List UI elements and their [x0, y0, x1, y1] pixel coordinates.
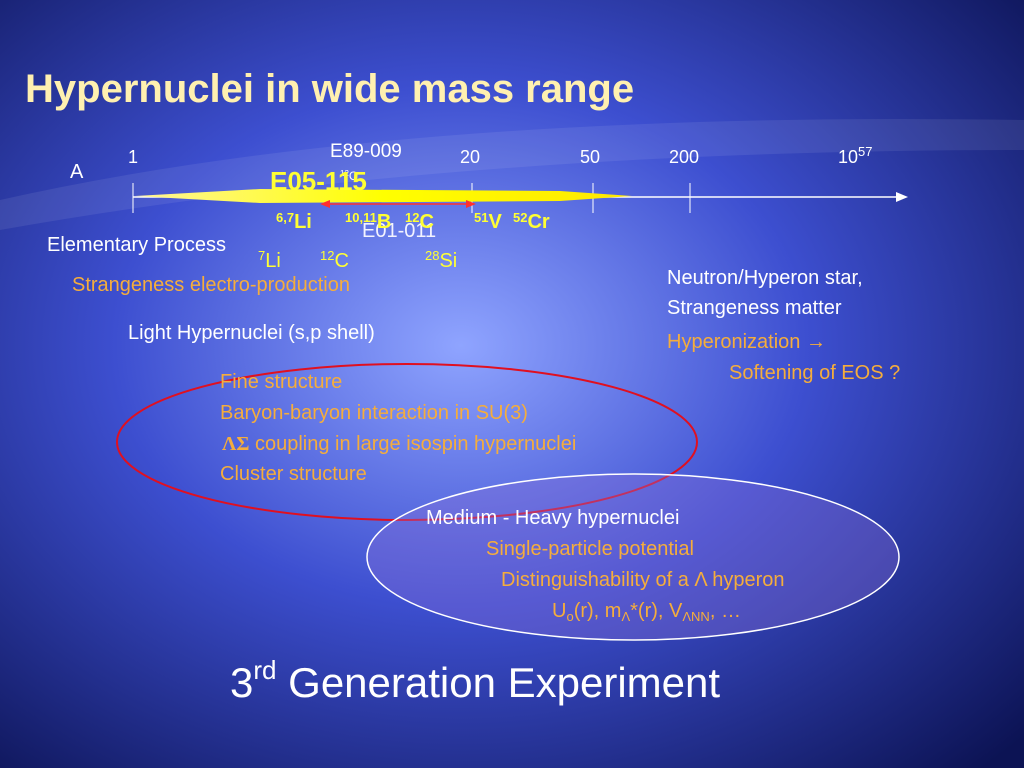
symbol: ΛΣ	[222, 433, 249, 455]
swoosh	[0, 119, 1024, 230]
sup: 6,7	[276, 210, 294, 225]
item: Distinguishability of a Λ hyperon	[501, 569, 785, 591]
sym: V	[488, 211, 502, 233]
sup: 28	[425, 248, 439, 263]
base: 3	[230, 659, 253, 706]
axis-arrow	[896, 192, 908, 202]
sym: Cr	[527, 211, 549, 233]
tick-label: 1057	[838, 144, 873, 167]
target: 51V	[474, 210, 502, 233]
sym: Li	[294, 211, 312, 233]
sym: C	[349, 169, 358, 183]
star-line: Neutron/Hyperon star,	[667, 267, 863, 289]
target: 10,11B	[345, 210, 391, 233]
target: 28Si	[425, 248, 457, 272]
item: Cluster structure	[220, 463, 367, 485]
experiment: E89-009	[330, 141, 402, 162]
tick-label: 20	[460, 147, 480, 167]
sup: 52	[513, 210, 527, 225]
tick-label: 1	[128, 147, 138, 167]
text: Generation Experiment	[276, 659, 720, 706]
label: Elementary Process	[47, 234, 226, 256]
sym: C	[419, 211, 433, 233]
sup: 51	[474, 210, 488, 225]
item: Fine structure	[220, 371, 342, 393]
part: , …	[710, 600, 741, 622]
target: 6,7Li	[276, 210, 312, 233]
targets: 6,7Li 10,11B 12C 51V 52Cr	[276, 210, 550, 233]
sup: 10,11	[345, 210, 377, 225]
topic: Strangeness electro-production	[72, 274, 350, 296]
sym: Si	[439, 250, 457, 272]
experiment: E01-011	[362, 220, 436, 242]
tick-base: 10	[838, 147, 858, 167]
label: Light Hypernuclei (s,p shell)	[128, 322, 375, 344]
experiment-target: 12C	[340, 169, 358, 183]
sup: 7	[258, 248, 265, 263]
sup: rd	[253, 655, 276, 685]
target: 12C	[405, 210, 434, 233]
target: 52Cr	[513, 210, 550, 233]
target: 7Li	[258, 248, 281, 272]
sup: 12	[405, 210, 419, 225]
sym: B	[377, 211, 391, 233]
sub: o	[566, 609, 573, 624]
star-line: Strangeness matter	[667, 297, 842, 319]
footer: 3rd Generation Experiment	[230, 655, 720, 706]
axis-label: A	[70, 161, 84, 183]
light-ellipse	[116, 363, 698, 521]
sup: 12	[320, 248, 334, 263]
tick-label: 50	[580, 147, 600, 167]
tick-label: 200	[669, 147, 699, 167]
star-item: Softening of EOS ?	[729, 362, 900, 384]
sup: 12	[340, 169, 349, 178]
sub: ΛNN	[682, 609, 709, 624]
sym: Li	[265, 250, 281, 272]
item: Single-particle potential	[486, 538, 694, 560]
sub: Λ	[621, 609, 630, 624]
experiment: E05-115	[270, 166, 367, 196]
sym: C	[334, 250, 348, 272]
text: coupling in large isospin hypernuclei	[249, 433, 576, 455]
part: U	[552, 600, 566, 622]
item: ΛΣ coupling in large isospin hypernuclei	[222, 433, 576, 455]
star-item: Hyperonization →	[667, 331, 826, 353]
part: (r), m	[574, 600, 622, 622]
item: Baryon-baryon interaction in SU(3)	[220, 402, 528, 424]
target: 12C	[320, 248, 349, 272]
part: *(r), V	[630, 600, 683, 622]
label: Medium - Heavy hypernuclei	[426, 507, 679, 529]
e05-range	[135, 189, 632, 203]
medium-ellipse	[366, 473, 900, 641]
title: Hypernuclei in wide mass range	[25, 67, 634, 111]
formula: Uo(r), mΛ*(r), VΛNN, …	[552, 600, 741, 624]
tick-sup: 57	[858, 144, 872, 159]
